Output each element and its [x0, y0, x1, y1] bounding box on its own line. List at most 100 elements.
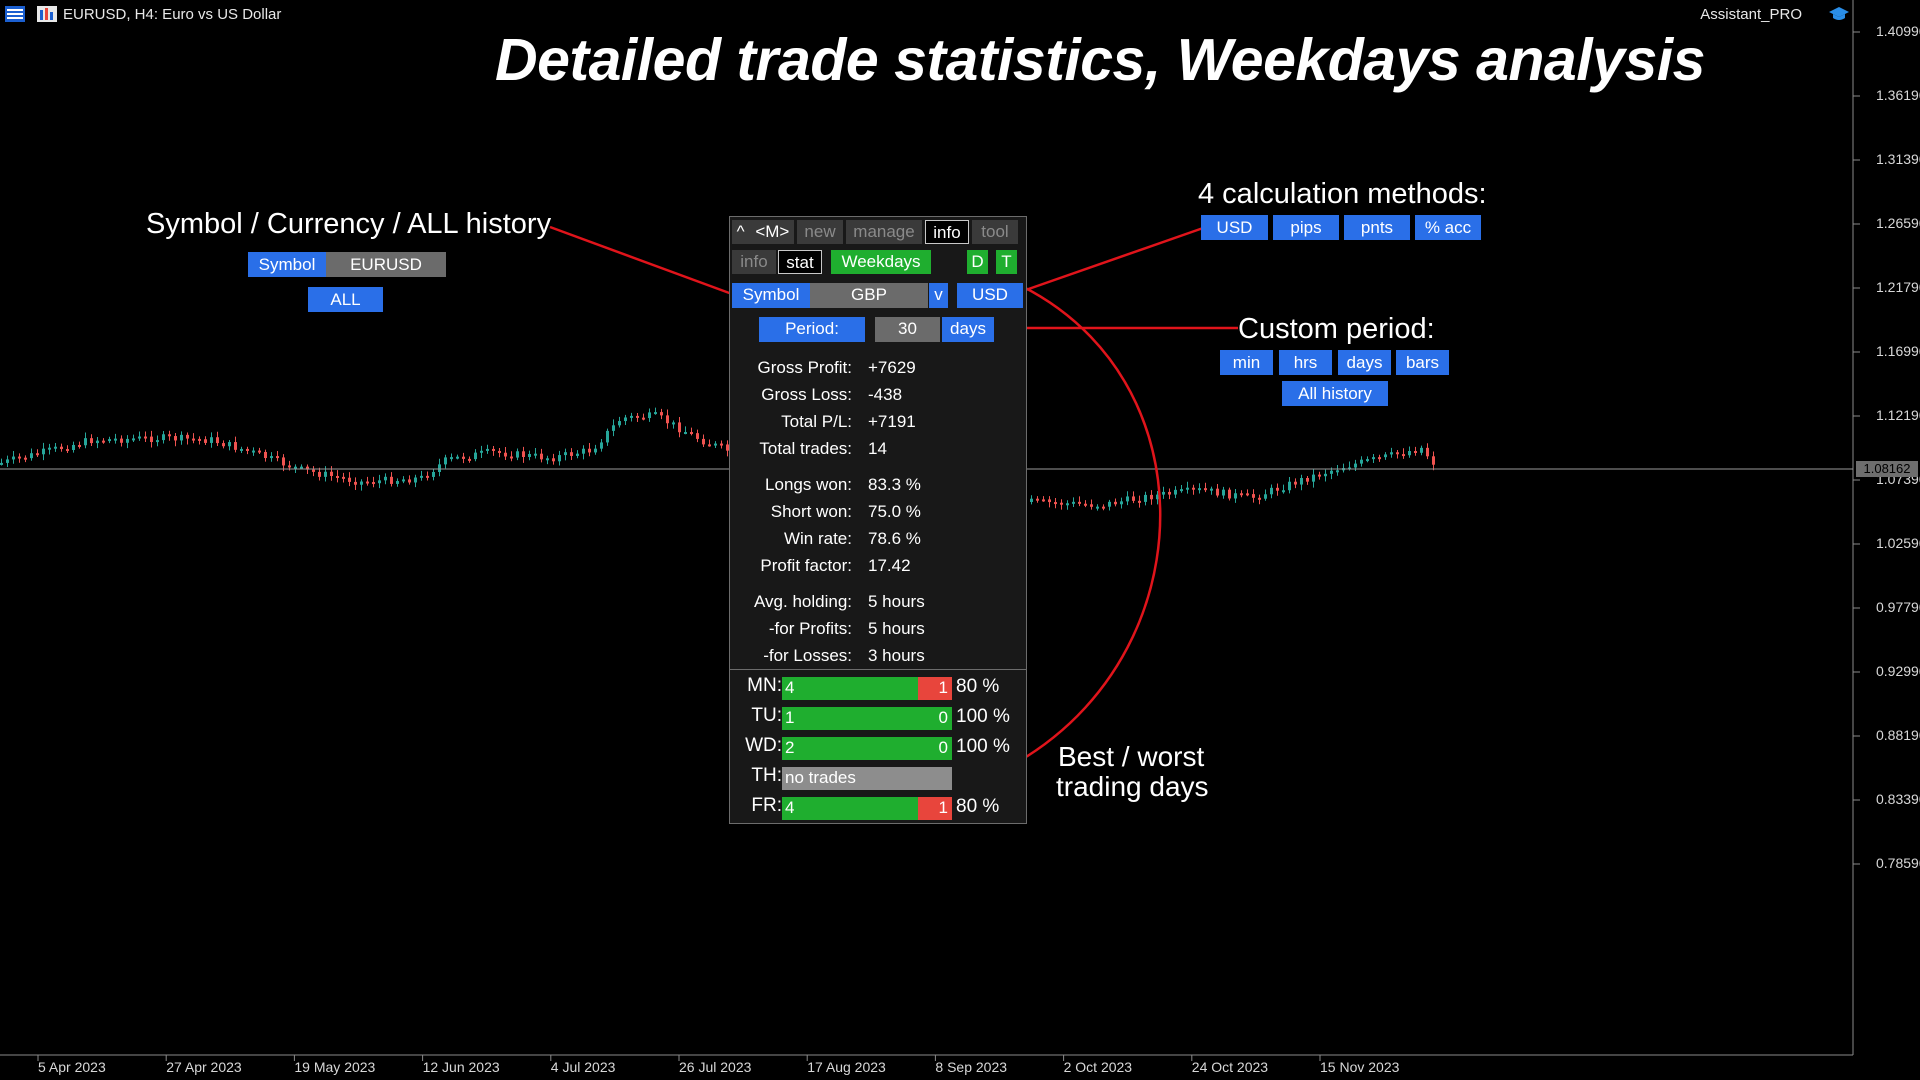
weekday-label: WD: [745, 735, 782, 756]
days-annotation-line2: trading days [1056, 771, 1209, 802]
candle-body [1054, 502, 1057, 505]
candle-body [1174, 489, 1177, 495]
candle-body [102, 440, 105, 443]
method-account-percent-button[interactable]: % acc [1415, 215, 1481, 240]
candle-body [666, 415, 669, 424]
candle-body [552, 458, 555, 462]
candle-body [78, 444, 81, 447]
weekday-label: MN: [747, 675, 782, 696]
candle-body [600, 442, 603, 449]
symbol-button[interactable]: Symbol [248, 252, 326, 277]
candle-body [42, 448, 45, 455]
candle-body [462, 456, 465, 459]
weekday-row: FR: 4 1 80 % [730, 795, 1028, 821]
candle-body [0, 462, 3, 465]
tab-info[interactable]: info [925, 220, 969, 244]
no-trades-fill [782, 767, 952, 790]
method-pips-button[interactable]: pips [1273, 215, 1339, 240]
candle-body [1366, 459, 1369, 462]
period-hrs-button[interactable]: hrs [1279, 350, 1332, 375]
candle-body [1042, 499, 1045, 502]
collapse-caret[interactable]: ^ [736, 222, 745, 241]
candle-body [1162, 491, 1165, 495]
method-usd-button[interactable]: USD [1201, 215, 1268, 240]
candle-body [558, 455, 561, 462]
price-tick-label: 1.26590 [1876, 215, 1920, 231]
tab-tool[interactable]: tool [972, 220, 1018, 244]
weekday-row: MN: 4 1 80 % [730, 675, 1028, 701]
tab-manage[interactable]: manage [846, 220, 922, 244]
tab-new[interactable]: new [797, 220, 843, 244]
candle-body [342, 476, 345, 479]
chart-bars-icon[interactable] [37, 6, 57, 22]
candle-body [1048, 499, 1051, 503]
candle-body [570, 452, 573, 456]
subtab-weekdays[interactable]: Weekdays [831, 250, 931, 274]
candle-body [1072, 501, 1075, 504]
candle-body [408, 479, 411, 483]
panel-currency-field[interactable]: GBP [810, 283, 928, 308]
candle-body [240, 448, 243, 451]
candle-body [114, 438, 117, 441]
candle-body [480, 450, 483, 453]
symbol-value-button[interactable]: EURUSD [326, 252, 446, 277]
candle-body [1102, 506, 1105, 509]
candle-body [1432, 456, 1435, 465]
candle-body [186, 434, 189, 439]
win-count: 4 [785, 798, 795, 817]
period-days-button[interactable]: days [1338, 350, 1391, 375]
stat-label: Profit factor: [760, 556, 852, 575]
candle-body [1318, 474, 1321, 477]
candle-body [228, 442, 231, 447]
stat-value: 75.0 % [868, 502, 921, 521]
price-tick-label: 1.36190 [1876, 87, 1920, 103]
candle-body [336, 475, 339, 478]
panel-period-unit-button[interactable]: days [942, 317, 994, 342]
method-points-button[interactable]: pnts [1344, 215, 1410, 240]
candle-body [654, 412, 657, 415]
subtab-info[interactable]: info [732, 250, 776, 274]
candle-body [150, 436, 153, 443]
candle-body [1078, 501, 1081, 504]
menu-list-icon[interactable] [5, 6, 25, 22]
candle-body [468, 458, 471, 461]
tab-mode[interactable]: ^ <M> [732, 220, 794, 244]
date-tick-label: 12 Jun 2023 [422, 1059, 500, 1075]
period-all-history-button[interactable]: All history [1282, 381, 1388, 406]
period-min-button[interactable]: min [1220, 350, 1273, 375]
weekday-label: TH: [751, 765, 782, 786]
candle-body [1030, 498, 1033, 502]
stat-value: -438 [868, 385, 903, 404]
candle-body [1060, 502, 1063, 505]
candle-body [174, 436, 177, 441]
candle-body [384, 476, 387, 481]
candle-body [450, 457, 453, 460]
subtab-d[interactable]: D [967, 250, 988, 274]
candle-body [1144, 494, 1147, 502]
all-history-button[interactable]: ALL [308, 287, 383, 312]
panel-symbol-button[interactable]: Symbol [732, 283, 810, 308]
panel-period-input[interactable]: 30 [875, 317, 940, 342]
candle-body [1294, 481, 1297, 485]
stat-row: Win rate: 78.6 % [730, 529, 1028, 555]
win-percent: 100 % [956, 706, 1010, 727]
candle-body [1108, 501, 1111, 507]
candle-body [1330, 470, 1333, 474]
win-fill [782, 797, 918, 820]
candle-body [1426, 447, 1429, 457]
candle-body [1210, 488, 1213, 491]
candle-body [258, 450, 261, 453]
candle-body [282, 457, 285, 466]
graduation-cap-icon[interactable] [1828, 6, 1850, 22]
period-bars-button[interactable]: bars [1396, 350, 1449, 375]
panel-method-button[interactable]: USD [957, 283, 1023, 308]
weekday-row: WD: 2 0 100 % [730, 735, 1028, 761]
currency-dropdown-button[interactable]: v [929, 283, 948, 308]
stat-label: Total trades: [759, 439, 852, 458]
subtab-stat[interactable]: stat [778, 250, 822, 274]
subtab-t[interactable]: T [996, 250, 1017, 274]
loss-count: 0 [938, 708, 948, 727]
candle-body [1384, 454, 1387, 458]
